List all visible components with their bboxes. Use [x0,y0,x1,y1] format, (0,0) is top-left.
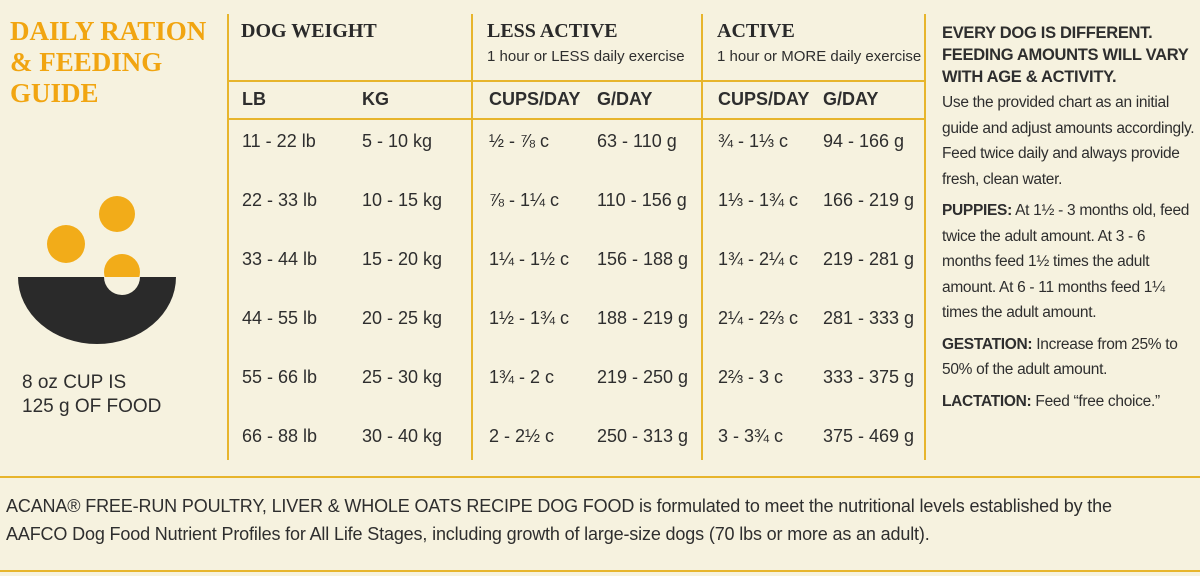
table-cell: 110 - 156 g [597,190,687,210]
note-item: GESTATION: Increase from 25% to 50% of t… [942,332,1196,383]
table-cell: 333 - 375 g [823,367,915,387]
note-text: At 1½ - 3 months old, feed twice the adu… [942,202,1190,321]
group-title: ACTIVE [717,20,795,42]
column-header: G/DAY [597,89,653,109]
table-cell: 1¼ - 1½ c [489,249,570,269]
cup-note: 125 g OF FOOD [22,396,162,417]
header-rule [228,80,925,82]
table-cell: ¾ - 1⅓ c [718,131,789,151]
table-cell: 2¼ - 2⅔ c [718,308,799,328]
table-cell: 10 - 15 kg [362,190,443,210]
group-title: LESS ACTIVE [487,20,618,42]
divider [701,14,703,460]
table-cell: 2 - 2½ c [489,426,555,446]
guide-title: DAILY RATION & FEEDING GUIDE [10,16,207,108]
note-text: Feed “free choice.” [1035,392,1160,410]
table-cell: 281 - 333 g [823,308,915,328]
table-cell: 20 - 25 kg [362,308,443,328]
table-cell: 55 - 66 lb [242,367,318,387]
table-cell: 1¾ - 2¼ c [718,249,799,269]
table-cell: 11 - 22 lb [242,131,316,151]
note-label: PUPPIES: [942,202,1012,219]
table-cell: 156 - 188 g [597,249,689,269]
column-header: CUPS/DAY [489,89,581,109]
table-cell: 1½ - 1¾ c [489,308,570,328]
table-cell: 30 - 40 kg [362,426,443,446]
table-cell: 33 - 44 lb [242,249,318,269]
note-text: Increase from 25% to 50% of the adult am… [942,335,1178,379]
table-cell: 5 - 10 kg [362,131,433,151]
header-rule [228,118,925,120]
table-cell: 250 - 313 g [597,426,689,446]
notes-intro: Use the provided chart as an initial gui… [942,94,1195,188]
table-cell: 3 - 3¾ c [718,426,784,446]
footer-line: AAFCO Dog Food Nutrient Profiles for All… [6,524,930,544]
footer-rule [0,570,1200,572]
table-cell: 63 - 110 g [597,131,677,151]
note-item: LACTATION: Feed “free choice.” [942,389,1196,415]
table-cell: 2⅔ - 3 c [718,367,784,387]
divider [471,14,473,460]
table-cell: 25 - 30 kg [362,367,443,387]
group-subtitle: 1 hour or MORE daily exercise [717,48,922,65]
notes: EVERY DOG IS DIFFERENT. FEEDING AMOUNTS … [942,22,1196,420]
table-cell: 22 - 33 lb [242,190,318,210]
note-label: LACTATION: [942,392,1032,410]
table-cell: ⅞ - 1¼ c [489,190,560,210]
table-cell: 94 - 166 g [823,131,905,151]
table-cell: 219 - 250 g [597,367,689,387]
footer-line: ACANA® FREE-RUN POULTRY, LIVER & WHOLE O… [6,496,1112,516]
table-cell: 1¾ - 2 c [489,367,555,387]
table-cell: ½ - ⅞ c [489,131,550,151]
note-label: GESTATION: [942,335,1033,353]
divider [227,14,229,460]
cup-note: 8 oz CUP IS [22,372,127,393]
group-subtitle: 1 hour or LESS daily exercise [487,48,685,65]
group-title: DOG WEIGHT [241,20,377,42]
table-cell: 219 - 281 g [823,249,915,269]
divider [924,14,926,460]
footer-rule [0,476,1200,478]
bowl-icon [18,196,176,344]
table-cell: 15 - 20 kg [362,249,443,269]
table-cell: 188 - 219 g [597,308,689,328]
table-cell: 375 - 469 g [823,426,915,446]
notes-heading: EVERY DOG IS DIFFERENT. FEEDING AMOUNTS … [942,24,1189,86]
table-cell: 166 - 219 g [823,190,915,210]
note-item: PUPPIES: At 1½ - 3 months old, feed twic… [942,198,1196,326]
column-header: G/DAY [823,89,879,109]
table-cell: 1⅓ - 1¾ c [718,190,799,210]
table-cell: 44 - 55 lb [242,308,318,328]
table-cell: 66 - 88 lb [242,426,318,446]
column-header: LB [242,89,266,109]
column-header: CUPS/DAY [718,89,810,109]
column-header: KG [362,89,389,109]
